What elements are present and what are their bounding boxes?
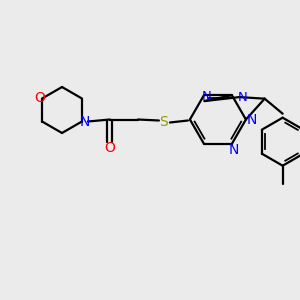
Text: N: N <box>202 90 212 103</box>
Text: O: O <box>104 140 116 154</box>
Text: S: S <box>160 115 168 128</box>
Text: N: N <box>80 115 90 128</box>
Text: O: O <box>34 91 46 104</box>
Text: N: N <box>229 143 239 157</box>
Text: N: N <box>238 91 247 103</box>
Text: N: N <box>247 113 257 128</box>
